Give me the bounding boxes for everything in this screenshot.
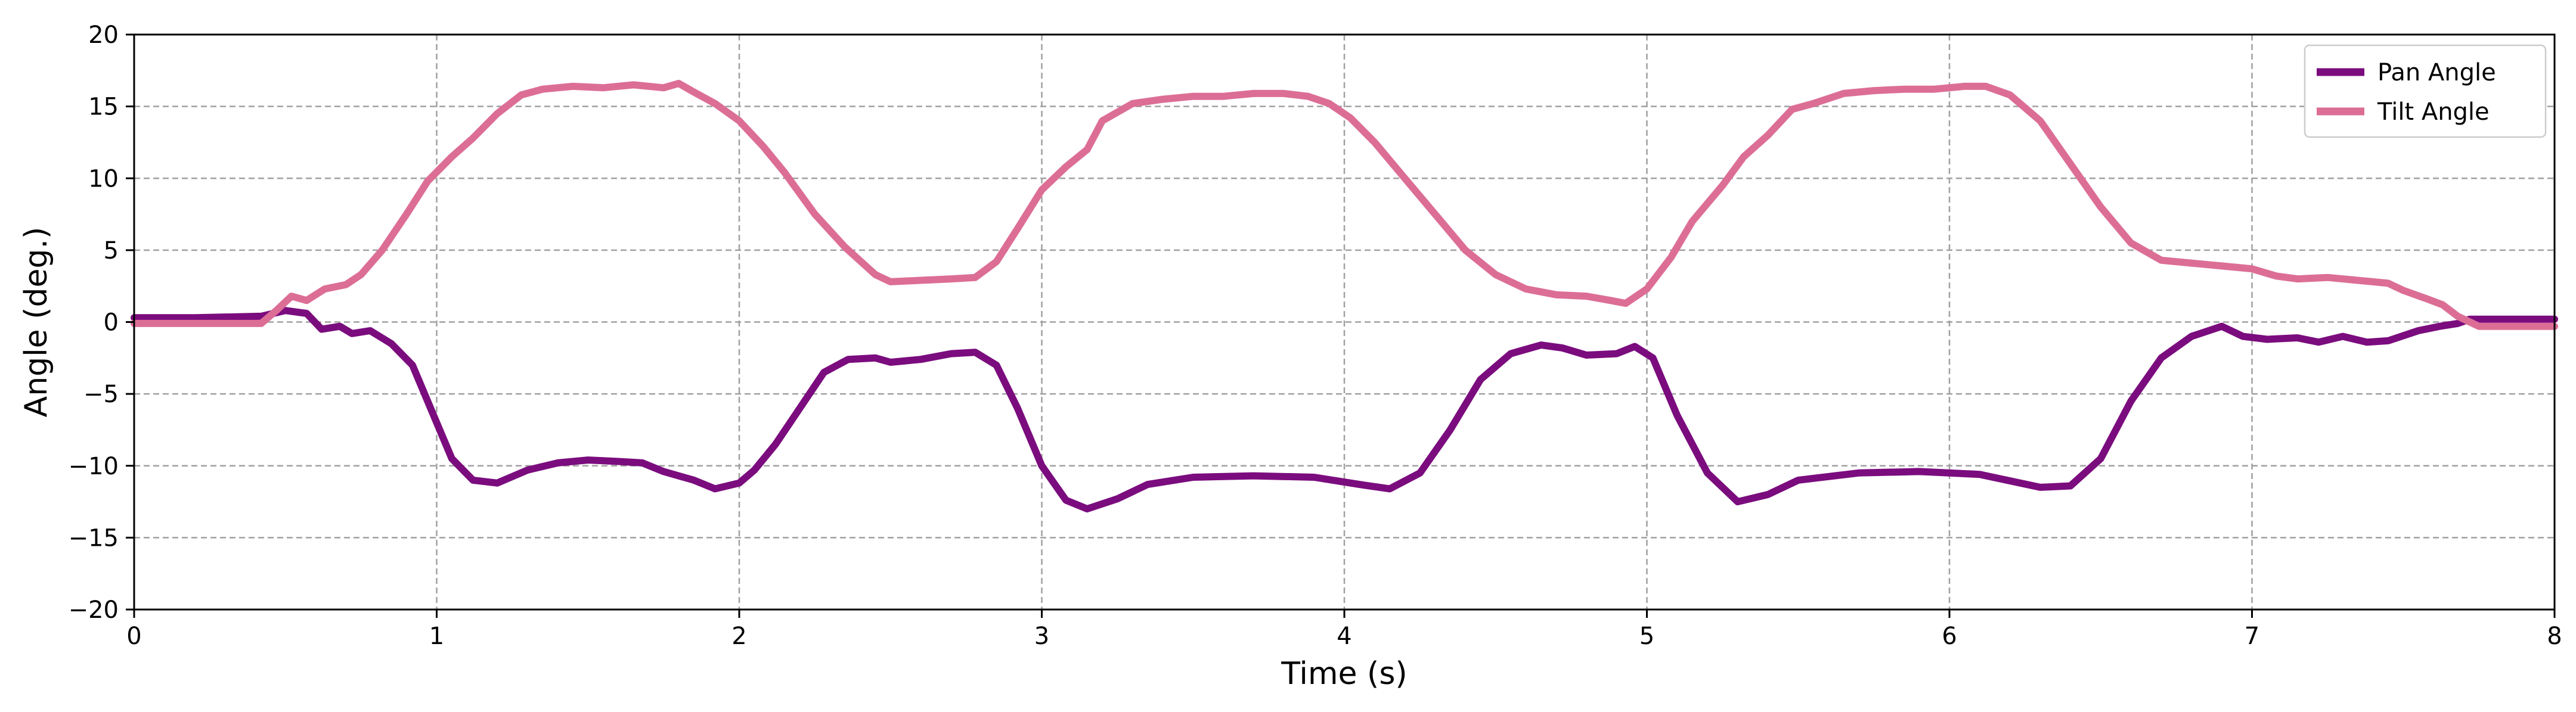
x-tick-label: 4 xyxy=(1337,623,1351,650)
y-tick-label: −20 xyxy=(69,596,119,624)
x-tick-label: 0 xyxy=(126,623,141,650)
x-tick-label: 2 xyxy=(731,623,746,650)
x-tick-label: 5 xyxy=(1639,623,1654,650)
legend-label-pan-angle: Pan Angle xyxy=(2377,59,2496,86)
x-tick-label: 8 xyxy=(2547,623,2562,650)
y-tick-label: −5 xyxy=(83,381,119,408)
x-tick-label: 7 xyxy=(2245,623,2259,650)
x-tick-label: 1 xyxy=(429,623,444,650)
x-axis-label: Time (s) xyxy=(1281,656,1407,692)
y-tick-label: 15 xyxy=(88,94,119,121)
legend-label-tilt-angle: Tilt Angle xyxy=(2377,98,2490,126)
series-line-tilt-angle xyxy=(131,80,2558,330)
y-tick-label: −15 xyxy=(69,524,119,552)
legend: Pan Angle Tilt Angle xyxy=(2304,44,2547,138)
y-tick-label: 0 xyxy=(104,309,119,337)
y-tick-label: 20 xyxy=(88,21,119,49)
y-tick-label: 10 xyxy=(88,165,119,192)
y-axis-label: Angle (deg.) xyxy=(18,227,54,418)
grid-lines xyxy=(133,33,2556,611)
series-lines xyxy=(131,80,2558,513)
x-tick-label: 3 xyxy=(1034,623,1049,650)
x-tick-label: 6 xyxy=(1942,623,1957,650)
y-tick-label: 5 xyxy=(104,237,119,265)
y-tick-label: −10 xyxy=(69,453,119,480)
legend-box xyxy=(2304,44,2547,138)
axis-ticks: 0 1 2 3 4 5 6 7 8 −20 −15 −10 −5 0 5 10 15 20 xyxy=(69,21,2562,650)
series-line-pan-angle xyxy=(131,307,2558,513)
